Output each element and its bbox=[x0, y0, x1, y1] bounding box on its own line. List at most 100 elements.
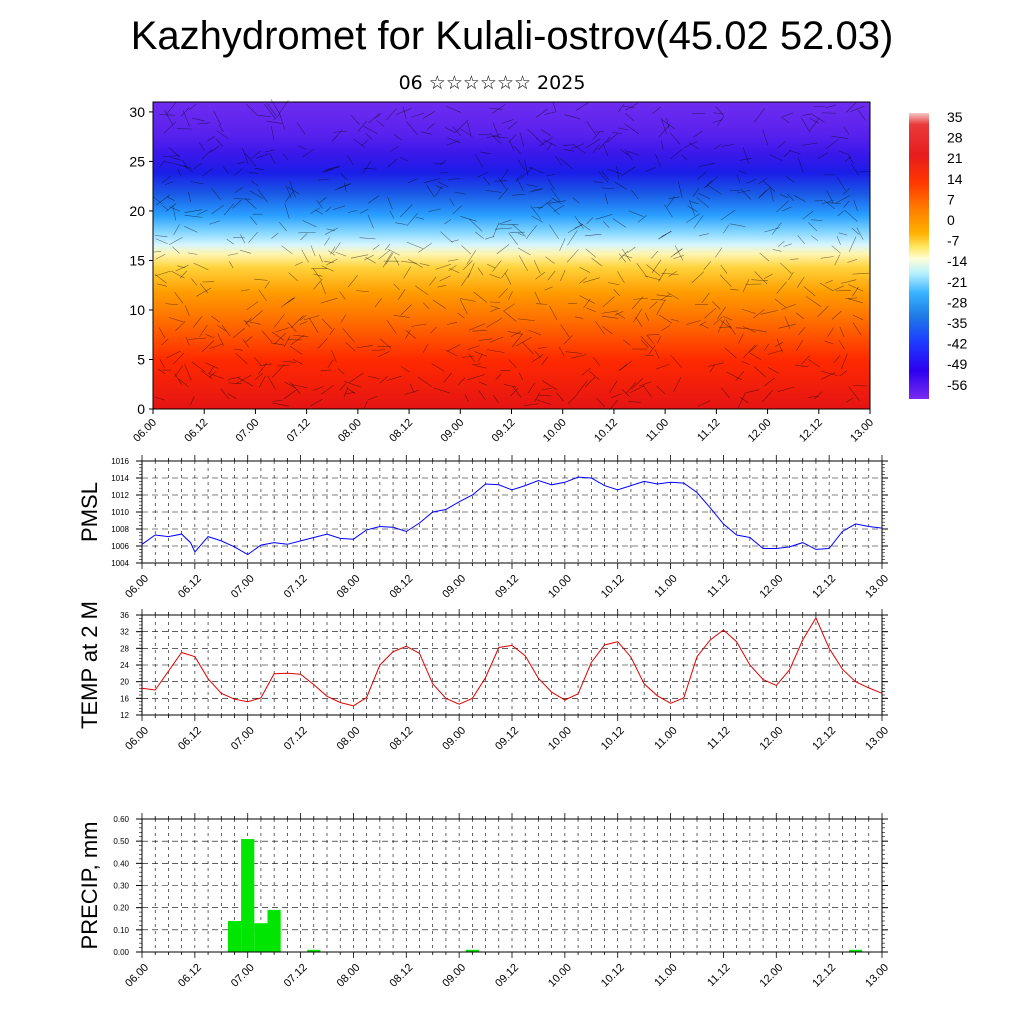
wind-barb bbox=[788, 271, 794, 281]
chart-title: Kazhydromet for Kulali-ostrov(45.02 52.0… bbox=[130, 14, 894, 58]
x-tick-label: 06.12 bbox=[182, 417, 210, 445]
wind-barb bbox=[444, 219, 452, 225]
wind-barb bbox=[508, 232, 518, 245]
wind-barb bbox=[699, 321, 707, 326]
wind-barb bbox=[510, 387, 519, 397]
wind-barb bbox=[843, 200, 850, 208]
wind-barb bbox=[736, 174, 741, 184]
wind-barb bbox=[161, 338, 169, 346]
wind-barb bbox=[325, 165, 340, 170]
wind-barb bbox=[411, 323, 427, 327]
wind-barb bbox=[738, 333, 744, 344]
wind-barb bbox=[162, 175, 171, 184]
wind-barb bbox=[608, 399, 619, 411]
wind-barb bbox=[474, 351, 487, 357]
wind-barb bbox=[178, 378, 189, 387]
wind-barb bbox=[845, 297, 858, 299]
wind-barb bbox=[152, 196, 163, 205]
wind-barb bbox=[608, 282, 620, 286]
wind-barb bbox=[251, 150, 261, 160]
wind-barb bbox=[275, 327, 290, 333]
wind-barb bbox=[647, 335, 655, 345]
wind-barb bbox=[261, 330, 273, 343]
wind-barb bbox=[217, 333, 224, 346]
wind-barb bbox=[337, 368, 345, 375]
wind-barb bbox=[721, 144, 735, 147]
wind-barb bbox=[495, 373, 502, 380]
colorbar-gradient bbox=[909, 113, 929, 399]
wind-barb bbox=[583, 277, 600, 283]
wind-barb bbox=[658, 124, 671, 138]
y-tick-label: 25 bbox=[129, 153, 145, 169]
wind-barb bbox=[175, 321, 186, 331]
wind-barb bbox=[574, 216, 584, 229]
wind-barb bbox=[258, 363, 267, 375]
wind-barb bbox=[457, 377, 466, 385]
wind-barb bbox=[289, 381, 301, 394]
wind-barb bbox=[323, 168, 335, 173]
y-tick-label: 15 bbox=[129, 252, 145, 268]
wind-barb bbox=[567, 224, 582, 233]
wind-barb bbox=[400, 304, 412, 316]
wind-barb bbox=[467, 121, 471, 136]
wind-barb bbox=[594, 320, 606, 335]
wind-barb bbox=[720, 387, 730, 399]
wind-barb bbox=[670, 318, 679, 322]
wind-barb bbox=[627, 150, 640, 156]
wind-barb bbox=[406, 213, 418, 227]
x-tick-label: 08.00 bbox=[336, 417, 364, 445]
wind-barb bbox=[549, 224, 559, 240]
wind-barb bbox=[387, 248, 400, 256]
wind-barb bbox=[719, 274, 732, 287]
x-tick-label: 10.12 bbox=[599, 573, 627, 601]
wind-barb bbox=[528, 166, 544, 174]
wind-barb bbox=[825, 280, 833, 284]
wind-barb bbox=[492, 135, 509, 139]
wind-barb bbox=[538, 394, 552, 397]
wind-barb bbox=[845, 397, 854, 403]
wind-barb bbox=[803, 286, 816, 297]
wind-barb bbox=[528, 329, 542, 336]
wind-barb bbox=[698, 193, 711, 200]
panel-frame bbox=[141, 818, 883, 953]
wind-barb bbox=[607, 169, 622, 175]
wind-barb bbox=[320, 369, 332, 371]
wind-barb bbox=[282, 361, 296, 363]
wind-barb bbox=[371, 349, 386, 352]
wind-barb bbox=[188, 191, 192, 203]
wind-barb bbox=[563, 335, 573, 345]
wind-barb bbox=[579, 295, 595, 304]
wind-barb bbox=[631, 296, 644, 310]
wind-barb bbox=[837, 210, 845, 217]
wind-barb bbox=[316, 199, 323, 209]
wind-barb bbox=[158, 327, 166, 339]
wind-barb bbox=[165, 303, 179, 306]
wind-barb bbox=[310, 245, 316, 257]
wind-barb bbox=[848, 386, 860, 401]
wind-barb bbox=[621, 248, 631, 262]
wind-barb bbox=[332, 205, 346, 210]
wind-barb bbox=[749, 352, 762, 360]
colorbar-label: 14 bbox=[947, 171, 963, 187]
wind-barb bbox=[210, 145, 220, 153]
wind-barb bbox=[485, 236, 495, 240]
wind-barb bbox=[543, 139, 557, 147]
wind-barb bbox=[191, 361, 206, 373]
x-tick-label: 10.12 bbox=[592, 417, 620, 445]
wind-barb bbox=[654, 349, 660, 359]
wind-barb bbox=[190, 396, 195, 406]
wind-barb bbox=[419, 263, 430, 266]
wind-barb bbox=[188, 337, 207, 340]
wind-barb bbox=[426, 123, 435, 130]
wind-barb bbox=[625, 103, 638, 111]
wind-barb bbox=[528, 189, 543, 193]
wind-barb bbox=[758, 177, 768, 185]
wind-barb bbox=[284, 203, 290, 219]
wind-barb bbox=[281, 245, 293, 255]
wind-barb bbox=[697, 400, 711, 407]
wind-barb bbox=[155, 254, 166, 260]
wind-barb bbox=[785, 175, 795, 183]
wind-barb bbox=[344, 392, 355, 395]
wind-barb bbox=[729, 189, 740, 192]
wind-barb bbox=[624, 123, 640, 135]
